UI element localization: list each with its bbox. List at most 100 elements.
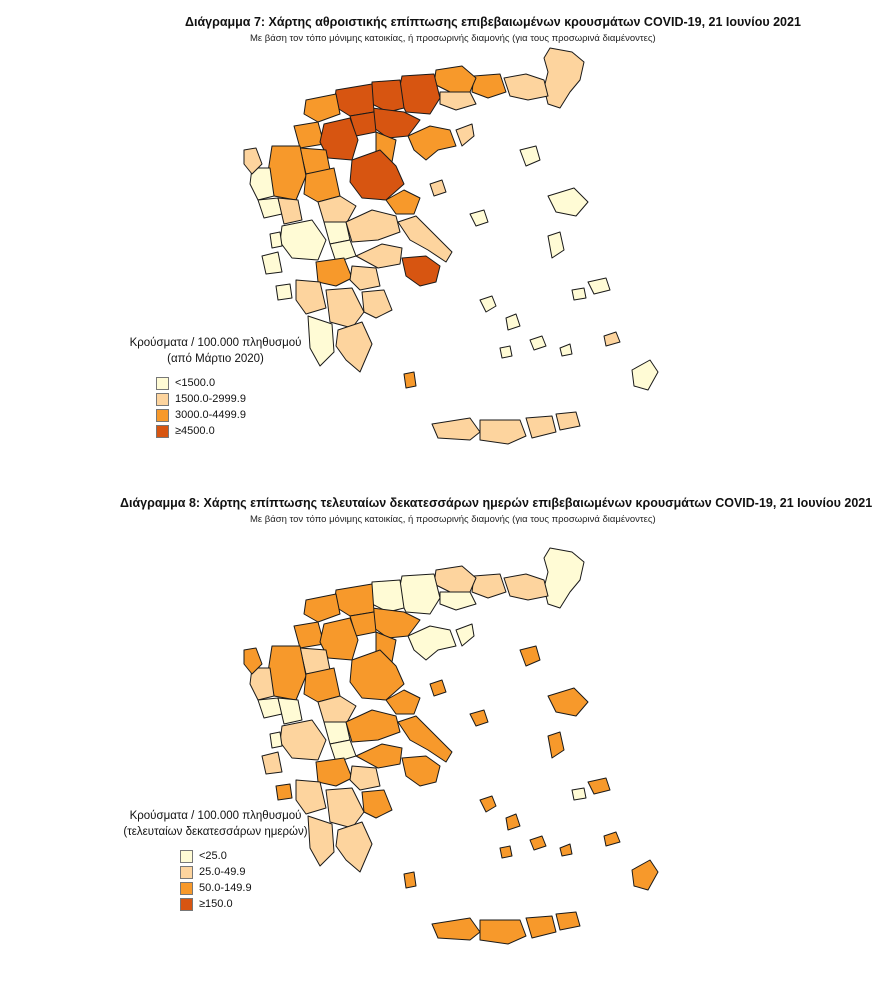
region-karditsa	[317, 695, 357, 725]
region-larisa	[349, 649, 405, 701]
region-kefalonia	[261, 251, 283, 275]
legend-label: 3000.0-4499.9	[175, 409, 246, 421]
region-crete_far	[555, 911, 581, 931]
region-cyclades	[479, 295, 573, 359]
region-limnos	[519, 645, 541, 667]
region-magnesia	[385, 689, 421, 715]
legend-item: 1500.0-2999.9	[156, 391, 323, 407]
region-athos	[455, 123, 475, 147]
legend-label: ≥4500.0	[175, 425, 215, 437]
region-zakynthos	[275, 783, 293, 801]
region-chalkidiki	[407, 125, 457, 161]
legend-item: 25.0-49.9	[180, 864, 323, 880]
region-chalkidiki	[407, 625, 457, 661]
region-crete_central	[479, 419, 527, 445]
region-xanthi	[471, 73, 507, 99]
map-title: Διάγραμμα 8: Χάρτης επίπτωσης τελευταίων…	[120, 496, 873, 510]
region-crete_west	[431, 417, 481, 441]
region-ilia	[295, 779, 327, 815]
region-kos	[603, 831, 621, 847]
region-kilkis	[371, 79, 405, 113]
legend-label: <1500.0	[175, 377, 216, 389]
region-kefalonia	[261, 751, 283, 775]
legend-label: 50.0-149.9	[199, 882, 252, 894]
region-lefkada	[269, 731, 283, 749]
legend-item: <1500.0	[156, 375, 323, 391]
map-legend: Κρούσματα / 100.000 πληθυσμού (τελευταίω…	[108, 808, 323, 912]
region-arta	[277, 197, 303, 225]
region-xanthi	[471, 573, 507, 599]
map-subtitle: Με βάση τον τόπο μόνιμης κατοικίας, ή πρ…	[250, 33, 656, 44]
greece-map	[243, 547, 659, 945]
region-sporades	[429, 179, 447, 197]
map-subtitle: Με βάση τον τόπο μόνιμης κατοικίας, ή πρ…	[250, 514, 656, 525]
region-florina	[303, 93, 341, 123]
map-panel-14day: Διάγραμμα 8: Χάρτης επίπτωσης τελευταίων…	[0, 490, 880, 1000]
legend-subtitle: (τελευταίων δεκατεσσάρων ημερών)	[123, 826, 308, 838]
region-kavala	[439, 591, 477, 611]
region-evia	[397, 215, 453, 263]
region-attica	[401, 755, 441, 787]
region-crete_west	[431, 917, 481, 941]
region-kythira	[403, 371, 417, 389]
region-fthiotida	[345, 209, 401, 243]
region-viotia	[355, 243, 403, 269]
region-sporades	[429, 679, 447, 697]
region-athos	[455, 623, 475, 647]
region-skyros	[469, 209, 489, 227]
legend-swatch	[180, 897, 193, 911]
region-argolida	[361, 289, 393, 319]
region-argolida	[361, 789, 393, 819]
region-crete_central	[479, 919, 527, 945]
region-corfu	[243, 647, 263, 675]
region-florina	[303, 593, 341, 623]
map-title: Διάγραμμα 7: Χάρτης αθροιστικής επίπτωση…	[185, 15, 801, 29]
region-limnos	[519, 145, 541, 167]
region-drama	[433, 65, 477, 93]
legend-swatch	[180, 849, 193, 863]
region-aitoloakarnania	[279, 219, 327, 261]
map-panel-cumulative: Διάγραμμα 7: Χάρτης αθροιστικής επίπτωση…	[0, 0, 880, 480]
region-ikaria	[571, 787, 587, 801]
region-pella	[333, 583, 375, 617]
region-korinthia	[349, 265, 381, 291]
region-korinthia	[349, 765, 381, 791]
region-thesprotia	[249, 667, 275, 701]
region-evia	[397, 715, 453, 763]
region-lakonia	[335, 821, 373, 873]
legend-label: ≥150.0	[199, 898, 233, 910]
region-karditsa	[317, 195, 357, 225]
region-arkadia	[325, 787, 365, 829]
legend-title: Κρούσματα / 100.000 πληθυσμού	[129, 337, 302, 349]
region-larisa	[349, 149, 405, 201]
region-kastoria	[293, 121, 325, 149]
region-drama	[433, 565, 477, 593]
region-aitoloakarnania	[279, 719, 327, 761]
region-samos	[587, 777, 611, 795]
region-kythira	[403, 871, 417, 889]
region-rodopi	[503, 73, 549, 101]
region-chios	[547, 231, 565, 259]
region-lesvos	[547, 187, 589, 217]
region-achaia	[315, 757, 353, 787]
region-skyros	[469, 709, 489, 727]
legend-label: <25.0	[199, 850, 227, 862]
region-corfu	[243, 147, 263, 175]
legend-label: 25.0-49.9	[199, 866, 246, 878]
legend-swatch	[156, 408, 169, 422]
legend-swatch	[156, 392, 169, 406]
region-achaia	[315, 257, 353, 287]
region-pella	[333, 83, 375, 117]
region-kos	[603, 331, 621, 347]
region-lefkada	[269, 231, 283, 249]
region-trikala	[303, 167, 341, 203]
legend-item: <25.0	[180, 848, 323, 864]
region-ikaria	[571, 287, 587, 301]
region-crete_far	[555, 411, 581, 431]
region-kilkis	[371, 579, 405, 613]
region-thesprotia	[249, 167, 275, 201]
legend-swatch	[180, 881, 193, 895]
map-legend: Κρούσματα / 100.000 πληθυσμού (από Μάρτι…	[108, 335, 323, 439]
region-messinia	[307, 815, 335, 867]
region-arta	[277, 697, 303, 725]
